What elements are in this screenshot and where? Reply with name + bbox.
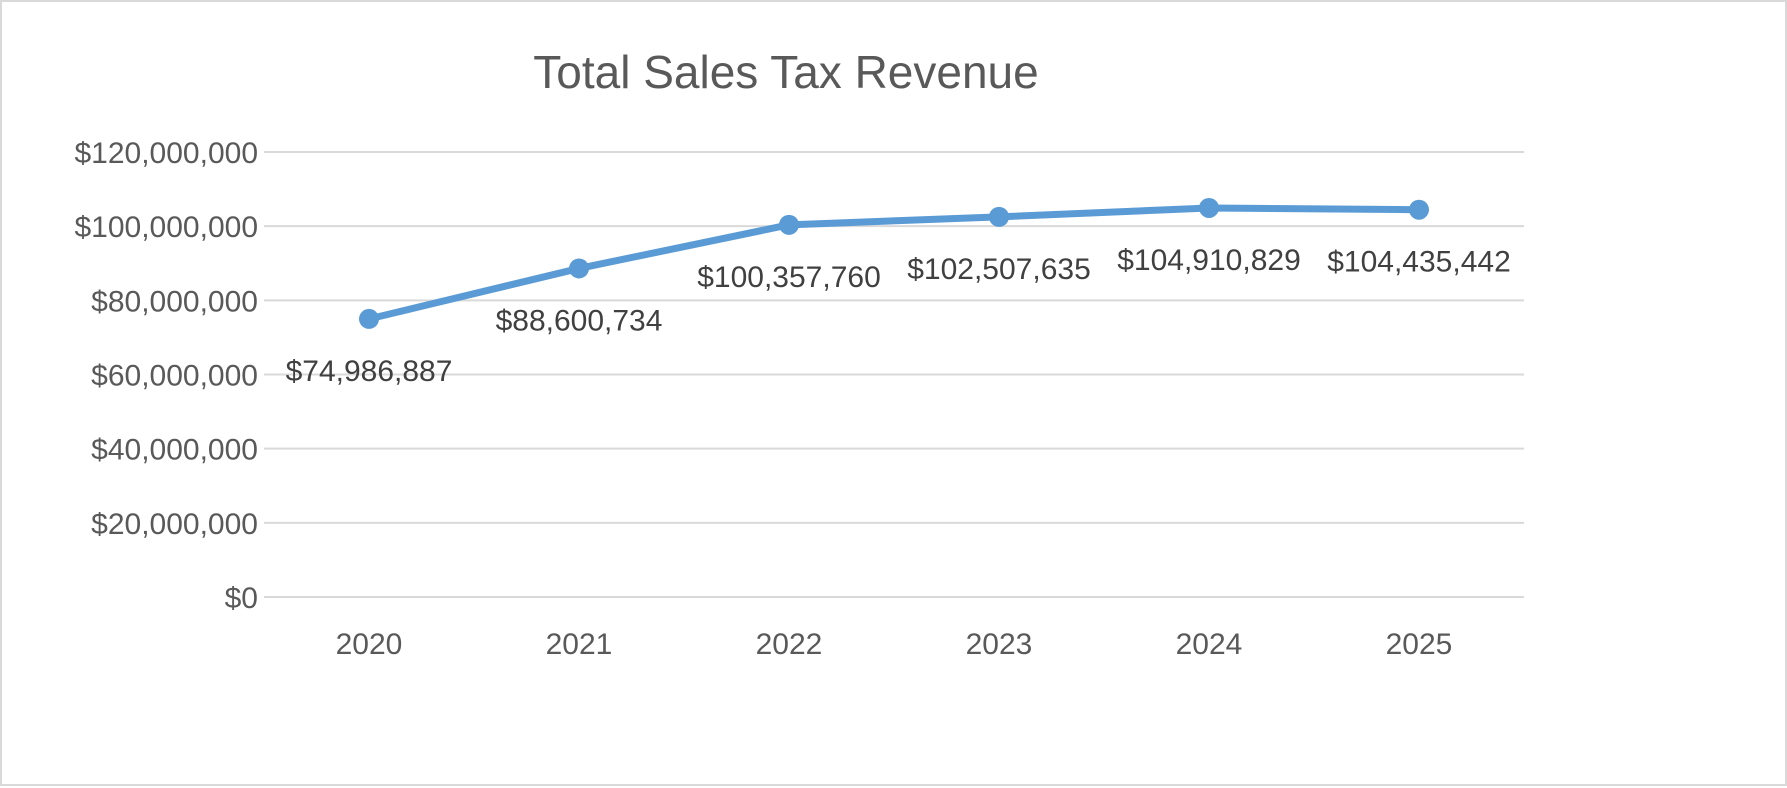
y-tick-label: $40,000,000: [91, 434, 258, 467]
x-tick-label: 2020: [336, 628, 403, 661]
data-point[interactable]: [1409, 199, 1429, 220]
x-tick-label: 2024: [1176, 628, 1243, 661]
data-point[interactable]: [989, 206, 1009, 227]
data-label: $104,435,442: [1327, 246, 1511, 279]
series-line: [368, 204, 1420, 323]
y-tick-label: $80,000,000: [91, 285, 258, 318]
data-label: $100,357,760: [697, 261, 881, 294]
chart-title: Total Sales Tax Revenue: [533, 46, 1038, 98]
data-label: $104,910,829: [1117, 244, 1301, 277]
y-tick-label: $60,000,000: [91, 360, 258, 393]
y-tick-label: $100,000,000: [74, 211, 258, 244]
y-tick-label: $20,000,000: [91, 508, 258, 541]
y-tick-label: $120,000,000: [74, 137, 258, 170]
data-point[interactable]: [569, 258, 589, 279]
data-point[interactable]: [1199, 197, 1219, 218]
data-point[interactable]: [359, 308, 379, 329]
data-label: $74,986,887: [286, 355, 453, 388]
x-tick-label: 2025: [1386, 628, 1453, 661]
x-tick-label: 2023: [966, 628, 1033, 661]
data-point[interactable]: [779, 214, 799, 235]
data-label: $102,507,635: [907, 253, 1091, 286]
data-label: $88,600,734: [496, 304, 663, 337]
x-tick-label: 2021: [546, 628, 613, 661]
y-tick-label: $0: [225, 582, 258, 615]
x-tick-label: 2022: [756, 628, 823, 661]
